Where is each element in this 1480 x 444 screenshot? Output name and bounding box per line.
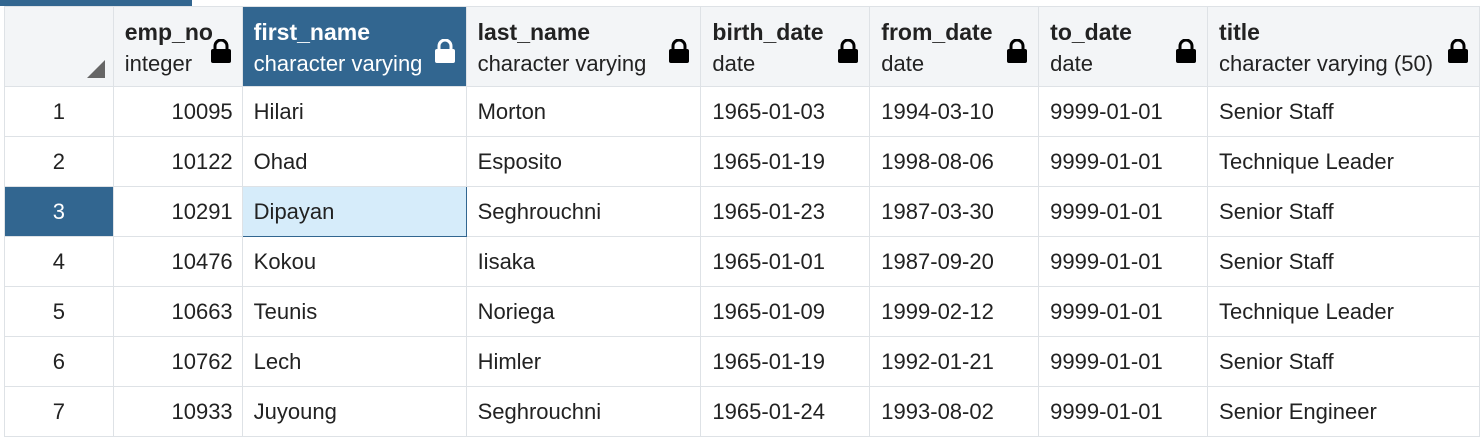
cell-last-name[interactable]: Seghrouchni [465, 386, 702, 437]
column-type: character varying [253, 51, 423, 76]
column-type: character varying [477, 51, 647, 76]
cell-emp-no[interactable]: 10762 [112, 336, 243, 387]
cell-first-name[interactable]: Ohad [241, 136, 467, 187]
column-header-to-date[interactable]: to_date date [1038, 6, 1209, 87]
column-type: date [1050, 51, 1093, 76]
cell-birth-date[interactable]: 1965-01-24 [700, 386, 871, 437]
cell-birth-date[interactable]: 1965-01-19 [700, 136, 871, 187]
cell-to-date[interactable]: 9999-01-01 [1038, 186, 1209, 237]
cell-to-date[interactable]: 9999-01-01 [1038, 86, 1209, 137]
row-number[interactable]: 5 [4, 286, 114, 337]
cell-to-date[interactable]: 9999-01-01 [1038, 386, 1209, 437]
cell-last-name[interactable]: Noriega [465, 286, 702, 337]
cell-title[interactable]: Senior Engineer [1207, 386, 1480, 437]
column-type: integer [124, 51, 193, 76]
table-row: 6 10762 Lech Himler 1965-01-19 1992-01-2… [4, 336, 1480, 387]
cell-from-date[interactable]: 1987-03-30 [869, 186, 1040, 237]
table-row: 4 10476 Kokou Iisaka 1965-01-01 1987-09-… [4, 236, 1480, 287]
cell-from-date[interactable]: 1994-03-10 [869, 86, 1040, 137]
lock-icon [434, 39, 455, 63]
column-name: to_date [1050, 19, 1132, 45]
cell-to-date[interactable]: 9999-01-01 [1038, 136, 1209, 187]
column-header-first-name[interactable]: first_name character varying [241, 6, 467, 87]
cell-from-date[interactable]: 1987-09-20 [869, 236, 1040, 287]
column-type: date [881, 51, 925, 76]
cell-emp-no[interactable]: 10122 [112, 136, 243, 187]
cell-first-name[interactable]: Hilari [241, 86, 467, 137]
row-number[interactable]: 2 [4, 136, 114, 187]
lock-icon [838, 39, 859, 63]
cell-title[interactable]: Technique Leader [1207, 136, 1480, 187]
cell-first-name[interactable]: Juyoung [241, 386, 467, 437]
cell-birth-date[interactable]: 1965-01-01 [700, 236, 871, 287]
column-name: emp_no [124, 19, 213, 45]
column-header-from-date[interactable]: from_date date [869, 6, 1040, 87]
cell-from-date[interactable]: 1992-01-21 [869, 336, 1040, 387]
column-name: title [1219, 19, 1260, 45]
table-row: 3 10291 Dipayan Seghrouchni 1965-01-23 1… [4, 186, 1480, 237]
cell-to-date[interactable]: 9999-01-01 [1038, 236, 1209, 287]
cell-last-name[interactable]: Himler [465, 336, 702, 387]
lock-icon [669, 39, 690, 63]
row-number[interactable]: 7 [4, 386, 114, 437]
cell-from-date[interactable]: 1999-02-12 [869, 286, 1040, 337]
row-number[interactable]: 6 [4, 336, 114, 387]
column-name: from_date [881, 19, 993, 45]
cell-first-name[interactable]: Lech [241, 336, 467, 387]
lock-icon [1448, 39, 1468, 63]
column-header-title[interactable]: title character varying (50) [1207, 6, 1480, 87]
cell-emp-no[interactable]: 10663 [112, 286, 243, 337]
cell-from-date[interactable]: 1998-08-06 [869, 136, 1040, 187]
cell-title[interactable]: Senior Staff [1207, 186, 1480, 237]
cell-birth-date[interactable]: 1965-01-23 [700, 186, 871, 237]
cell-first-name[interactable]: Kokou [241, 236, 467, 287]
cell-title[interactable]: Senior Staff [1207, 336, 1480, 387]
row-number[interactable]: 1 [4, 86, 114, 137]
cell-birth-date[interactable]: 1965-01-09 [700, 286, 871, 337]
cell-emp-no[interactable]: 10291 [112, 186, 243, 237]
lock-icon [210, 39, 231, 63]
column-header-last-name[interactable]: last_name character varying [465, 6, 702, 87]
cell-first-name[interactable]: Teunis [241, 286, 467, 337]
cell-title[interactable]: Senior Staff [1207, 236, 1480, 287]
cell-last-name[interactable]: Seghrouchni [465, 186, 702, 237]
row-number-selected[interactable]: 3 [4, 186, 114, 237]
lock-icon [1176, 39, 1197, 63]
cell-birth-date[interactable]: 1965-01-19 [700, 336, 871, 387]
cell-last-name[interactable]: Iisaka [465, 236, 702, 287]
cell-emp-no[interactable]: 10933 [112, 386, 243, 437]
select-all-triangle-icon [86, 60, 105, 78]
table-row: 2 10122 Ohad Esposito 1965-01-19 1998-08… [4, 136, 1480, 187]
select-all-corner[interactable] [4, 6, 114, 87]
column-type: date [712, 51, 756, 76]
cell-to-date[interactable]: 9999-01-01 [1038, 286, 1209, 337]
row-number[interactable]: 4 [4, 236, 114, 287]
header-row: emp_no integer first_name character vary… [4, 6, 1480, 87]
cell-emp-no[interactable]: 10476 [112, 236, 243, 287]
data-output-grid: emp_no integer first_name character vary… [4, 6, 1480, 437]
cell-last-name[interactable]: Esposito [465, 136, 702, 187]
column-header-emp-no[interactable]: emp_no integer [112, 6, 243, 87]
cell-title[interactable]: Senior Staff [1207, 86, 1480, 137]
table-row: 5 10663 Teunis Noriega 1965-01-09 1999-0… [4, 286, 1480, 337]
table-row: 7 10933 Juyoung Seghrouchni 1965-01-24 1… [4, 386, 1480, 437]
cell-birth-date[interactable]: 1965-01-03 [700, 86, 871, 137]
column-name: last_name [477, 19, 591, 45]
lock-icon [1007, 39, 1028, 63]
column-name: birth_date [712, 19, 824, 45]
cell-title[interactable]: Technique Leader [1207, 286, 1480, 337]
cell-last-name[interactable]: Morton [465, 86, 702, 137]
column-name: first_name [253, 19, 370, 45]
cell-to-date[interactable]: 9999-01-01 [1038, 336, 1209, 387]
column-type: character varying (50) [1219, 51, 1434, 76]
column-header-birth-date[interactable]: birth_date date [700, 6, 871, 87]
cell-emp-no[interactable]: 10095 [112, 86, 243, 137]
cell-first-name-selected[interactable]: Dipayan [241, 186, 467, 237]
active-tab-indicator [0, 0, 192, 6]
table-row: 1 10095 Hilari Morton 1965-01-03 1994-03… [4, 86, 1480, 137]
cell-from-date[interactable]: 1993-08-02 [869, 386, 1040, 437]
